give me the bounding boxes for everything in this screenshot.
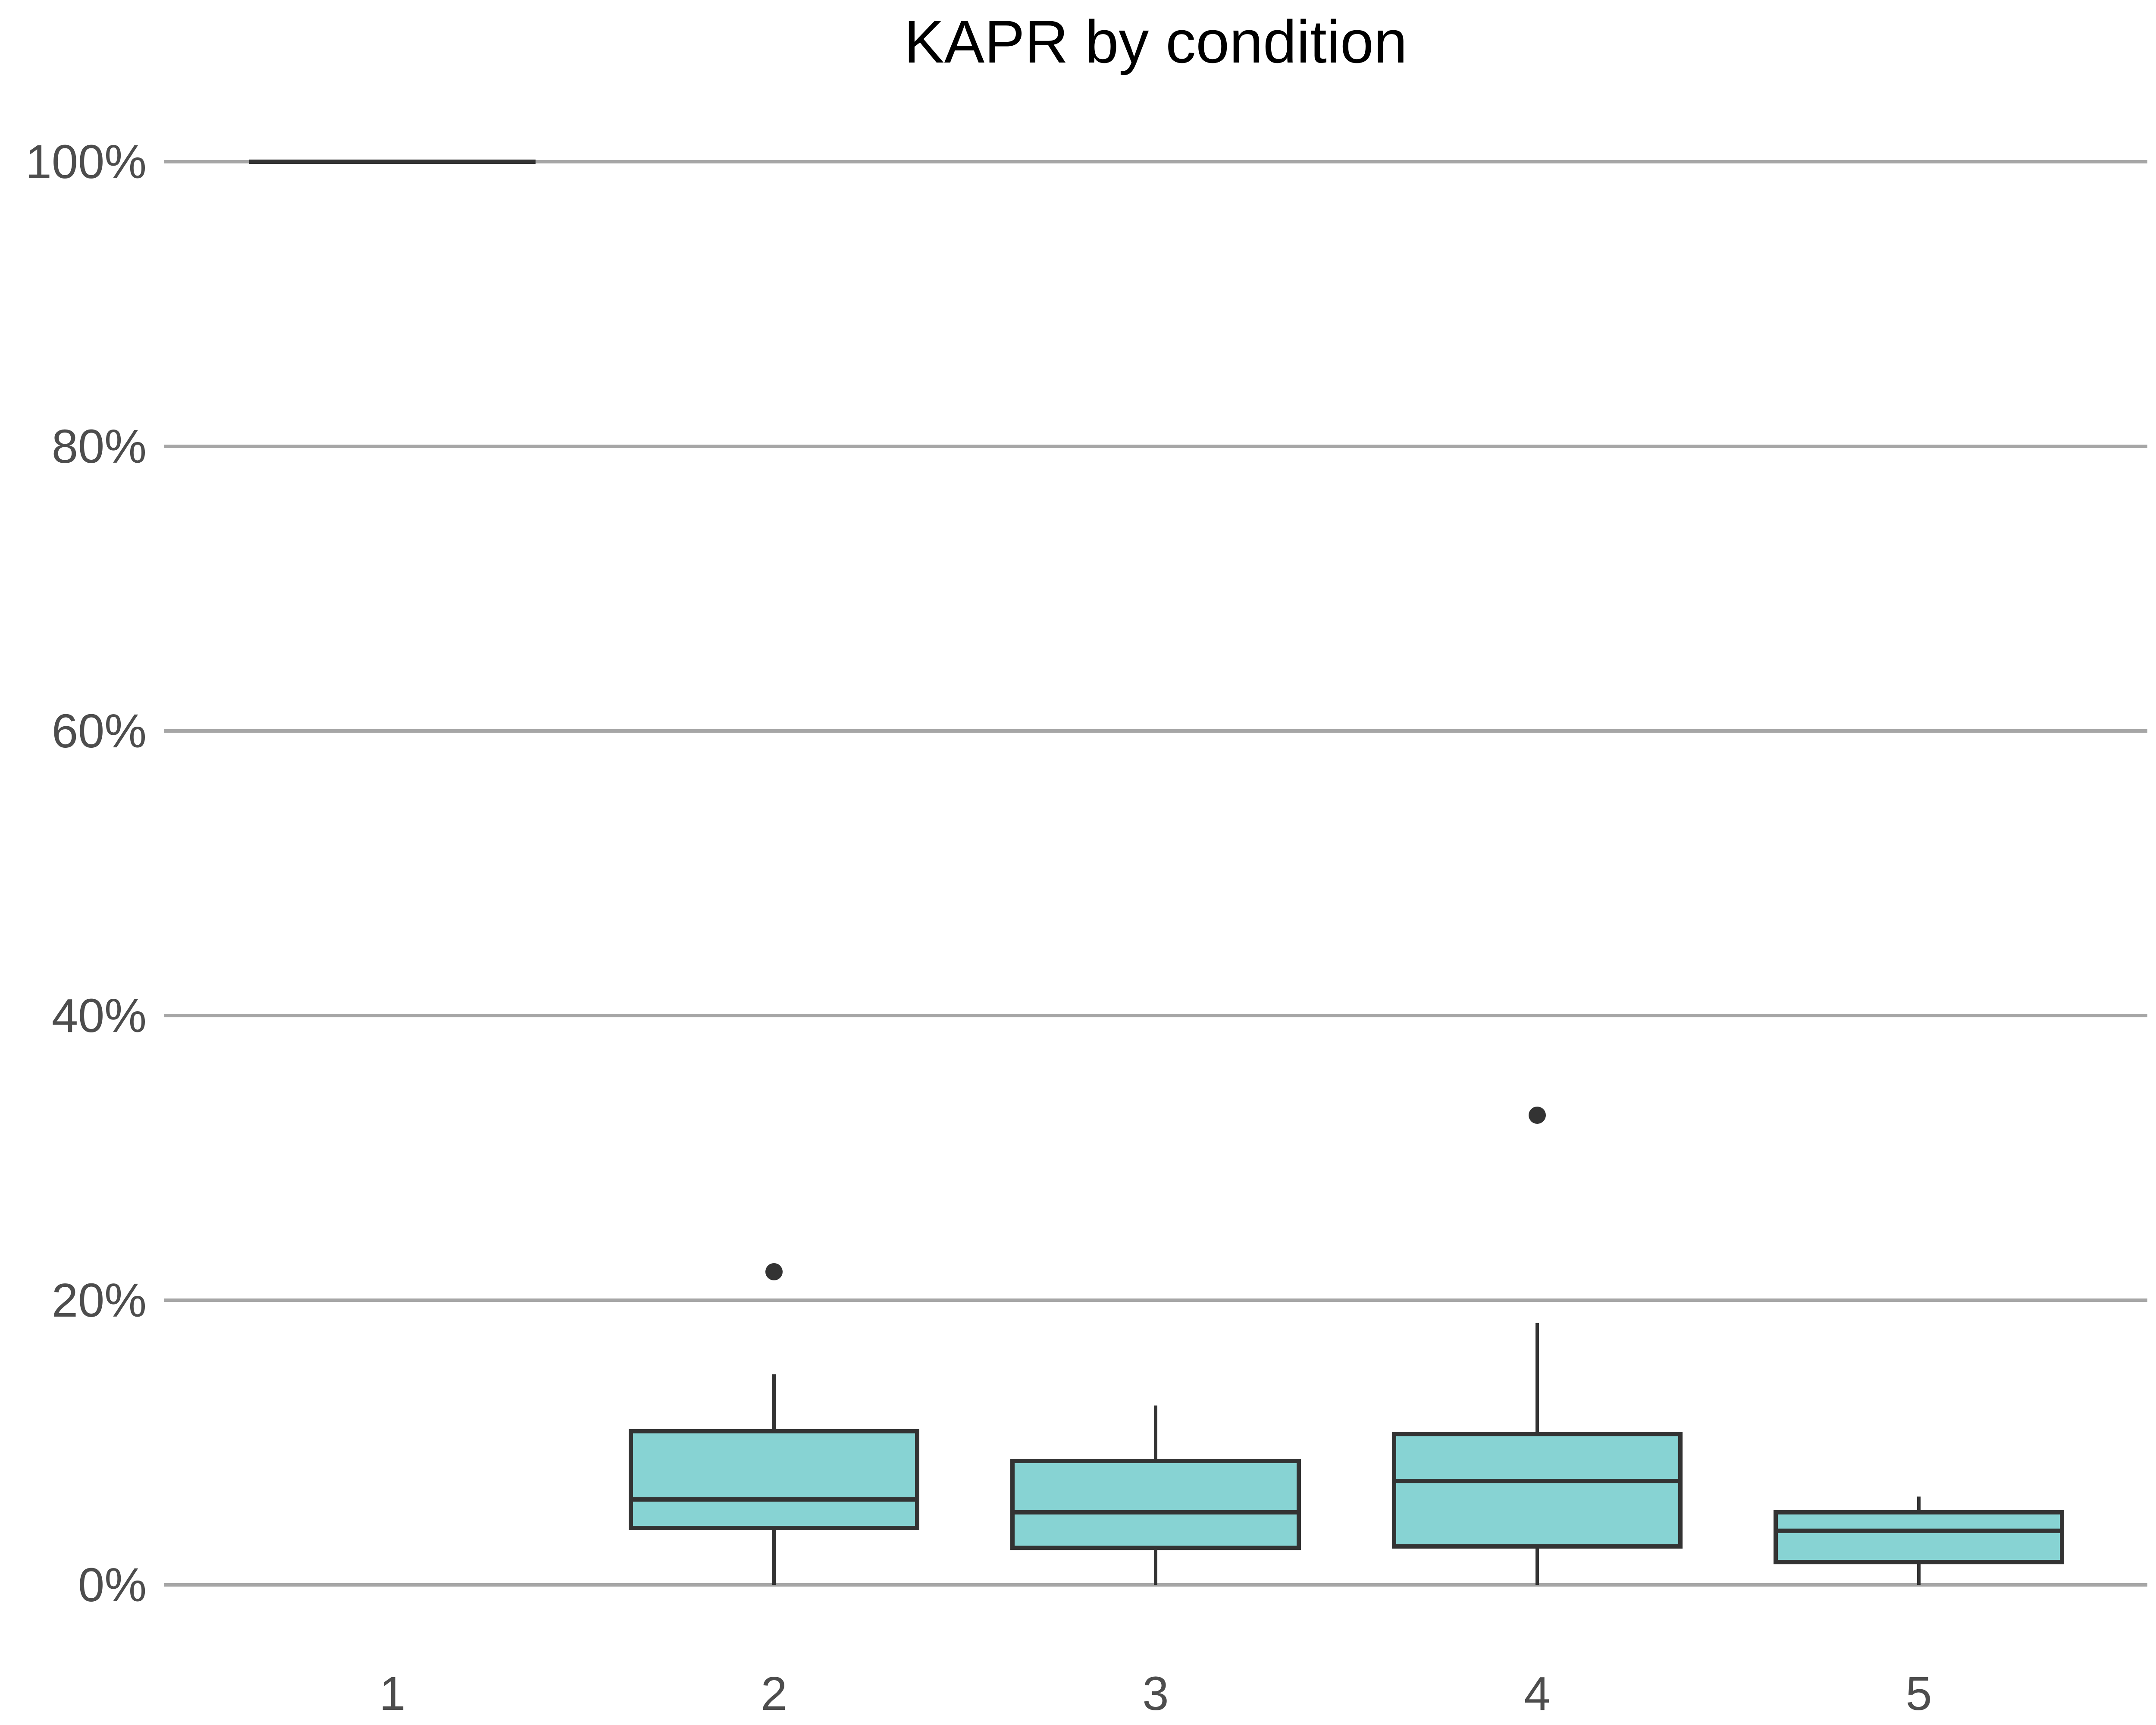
gridlines bbox=[164, 160, 2147, 1587]
x-tick-label-3: 3 bbox=[1142, 1667, 1169, 1720]
y-tick-label-20: 20% bbox=[52, 1274, 147, 1327]
box-group-5 bbox=[1774, 1496, 2064, 1585]
y-tick-label-0: 0% bbox=[78, 1559, 147, 1612]
box-group-2 bbox=[629, 1263, 919, 1585]
chart-title: KAPR by condition bbox=[904, 8, 1407, 75]
box-4 bbox=[1392, 1432, 1683, 1549]
y-axis-tick-labels: 0% 20% 40% 60% 80% 100% bbox=[25, 135, 147, 1612]
y-tick-label-60: 60% bbox=[52, 705, 147, 758]
box-2 bbox=[629, 1429, 919, 1531]
outlier-point-2-0 bbox=[765, 1263, 783, 1280]
y-tick-label-80: 80% bbox=[52, 420, 147, 473]
x-tick-label-5: 5 bbox=[1905, 1667, 1932, 1720]
box-group-4 bbox=[1392, 1107, 1683, 1585]
y-tick-label-40: 40% bbox=[52, 989, 147, 1042]
y-tick-label-100: 100% bbox=[25, 135, 147, 188]
boxplots bbox=[249, 160, 2064, 1585]
box-5 bbox=[1774, 1510, 2064, 1565]
outlier-point-4-0 bbox=[1529, 1107, 1546, 1124]
box-3 bbox=[1010, 1458, 1301, 1550]
x-tick-label-4: 4 bbox=[1524, 1667, 1550, 1720]
x-tick-label-2: 2 bbox=[761, 1667, 787, 1720]
x-tick-label-1: 1 bbox=[379, 1667, 405, 1720]
x-axis-tick-labels: 1 2 3 4 5 bbox=[379, 1667, 1932, 1720]
box-group-3 bbox=[1010, 1405, 1301, 1585]
